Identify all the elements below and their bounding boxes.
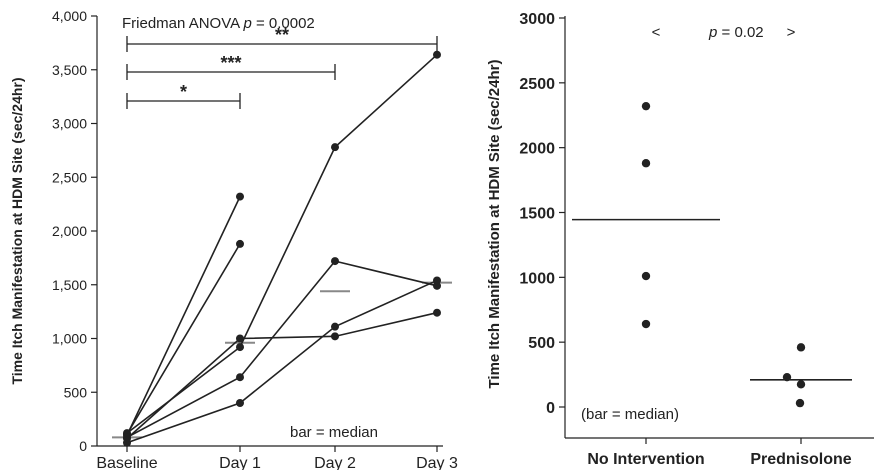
left-y-tick-label: 1,500 bbox=[52, 277, 87, 293]
left-data-point bbox=[236, 343, 244, 352]
right-data-point bbox=[796, 343, 806, 352]
significance-stars: * bbox=[180, 82, 187, 102]
left-x-tick-label: Day 1 bbox=[219, 455, 261, 470]
right-x-tick-label: No Intervention bbox=[587, 451, 704, 468]
left-data-point bbox=[236, 192, 244, 201]
left-series-line bbox=[126, 279, 438, 444]
left-data-point bbox=[433, 308, 441, 317]
right-bracket-left: < bbox=[652, 24, 661, 41]
right-data-point bbox=[641, 319, 651, 329]
left-data-point bbox=[433, 50, 441, 59]
left-data-point bbox=[236, 239, 244, 248]
right-y-tick-label: 500 bbox=[528, 335, 555, 352]
left-data-point bbox=[123, 434, 131, 443]
left-data-point bbox=[331, 332, 339, 341]
left-series-line bbox=[126, 260, 438, 439]
left-data-point bbox=[433, 276, 441, 285]
left-series-line bbox=[126, 54, 438, 434]
left-data-point bbox=[331, 257, 339, 266]
left-series-line bbox=[126, 243, 241, 435]
left-y-tick-label: 2,500 bbox=[52, 169, 87, 185]
right-chart-panel: 0 500 1000 1500 2000 2500 3000 No Intervention… bbox=[486, 11, 874, 468]
left-data-point bbox=[236, 334, 244, 343]
left-data-point bbox=[236, 373, 244, 382]
right-data-point bbox=[782, 372, 792, 382]
significance-stars: ** bbox=[275, 25, 289, 45]
right-y-tick-label: 2000 bbox=[519, 141, 555, 158]
left-x-tick-label: Day 3 bbox=[416, 455, 458, 470]
left-x-tick-label: Baseline bbox=[96, 455, 157, 470]
left-data-point bbox=[331, 322, 339, 331]
left-data-point bbox=[236, 399, 244, 407]
left-chart-panel: 05001,0001,5002,0002,5003,0003,5004,000 … bbox=[9, 8, 458, 470]
right-y-tick-label: 3000 bbox=[519, 11, 555, 28]
left-data-point bbox=[331, 143, 339, 152]
left-y-tick-label: 500 bbox=[64, 384, 88, 400]
left-series-line bbox=[126, 196, 241, 436]
right-data-point bbox=[795, 398, 805, 408]
left-y-axis-label: Time Itch Manifestation at HDM Site (sec… bbox=[9, 77, 25, 384]
left-x-tick-label: Day 2 bbox=[314, 455, 356, 470]
left-median-note: bar = median bbox=[290, 424, 378, 441]
left-y-tick-label: 3,500 bbox=[52, 62, 87, 78]
left-y-tick-label: 1,000 bbox=[52, 331, 87, 347]
right-y-tick-label: 1500 bbox=[519, 206, 555, 223]
right-y-tick-label: 0 bbox=[546, 400, 555, 417]
significance-bracket bbox=[126, 64, 336, 80]
right-data-point bbox=[641, 159, 651, 168]
left-y-tick-label: 0 bbox=[79, 438, 87, 454]
left-series-line bbox=[126, 311, 438, 440]
right-data-point bbox=[796, 380, 806, 389]
significance-bracket bbox=[126, 36, 438, 52]
significance-bracket bbox=[126, 93, 241, 109]
right-y-axis-label: Time Itch Manifestation at HDM Site (sec… bbox=[486, 60, 503, 389]
right-y-tick-label: 1000 bbox=[519, 270, 555, 287]
right-y-tick-label: 2500 bbox=[519, 76, 555, 93]
left-y-tick-label: 3,000 bbox=[52, 116, 87, 132]
significance-stars: *** bbox=[220, 53, 241, 73]
right-data-point bbox=[641, 101, 651, 111]
right-data-point bbox=[641, 271, 651, 281]
right-bracket-right: > bbox=[787, 24, 796, 41]
left-y-tick-label: 4,000 bbox=[52, 8, 87, 24]
left-anova-annotation: Friedman ANOVA p = 0.0002 bbox=[122, 15, 315, 32]
right-x-tick-label: Prednisolone bbox=[750, 451, 851, 468]
left-y-tick-label: 2,000 bbox=[52, 223, 87, 239]
right-median-note: (bar = median) bbox=[581, 406, 679, 423]
right-p-annotation: p = 0.02 bbox=[708, 24, 764, 41]
